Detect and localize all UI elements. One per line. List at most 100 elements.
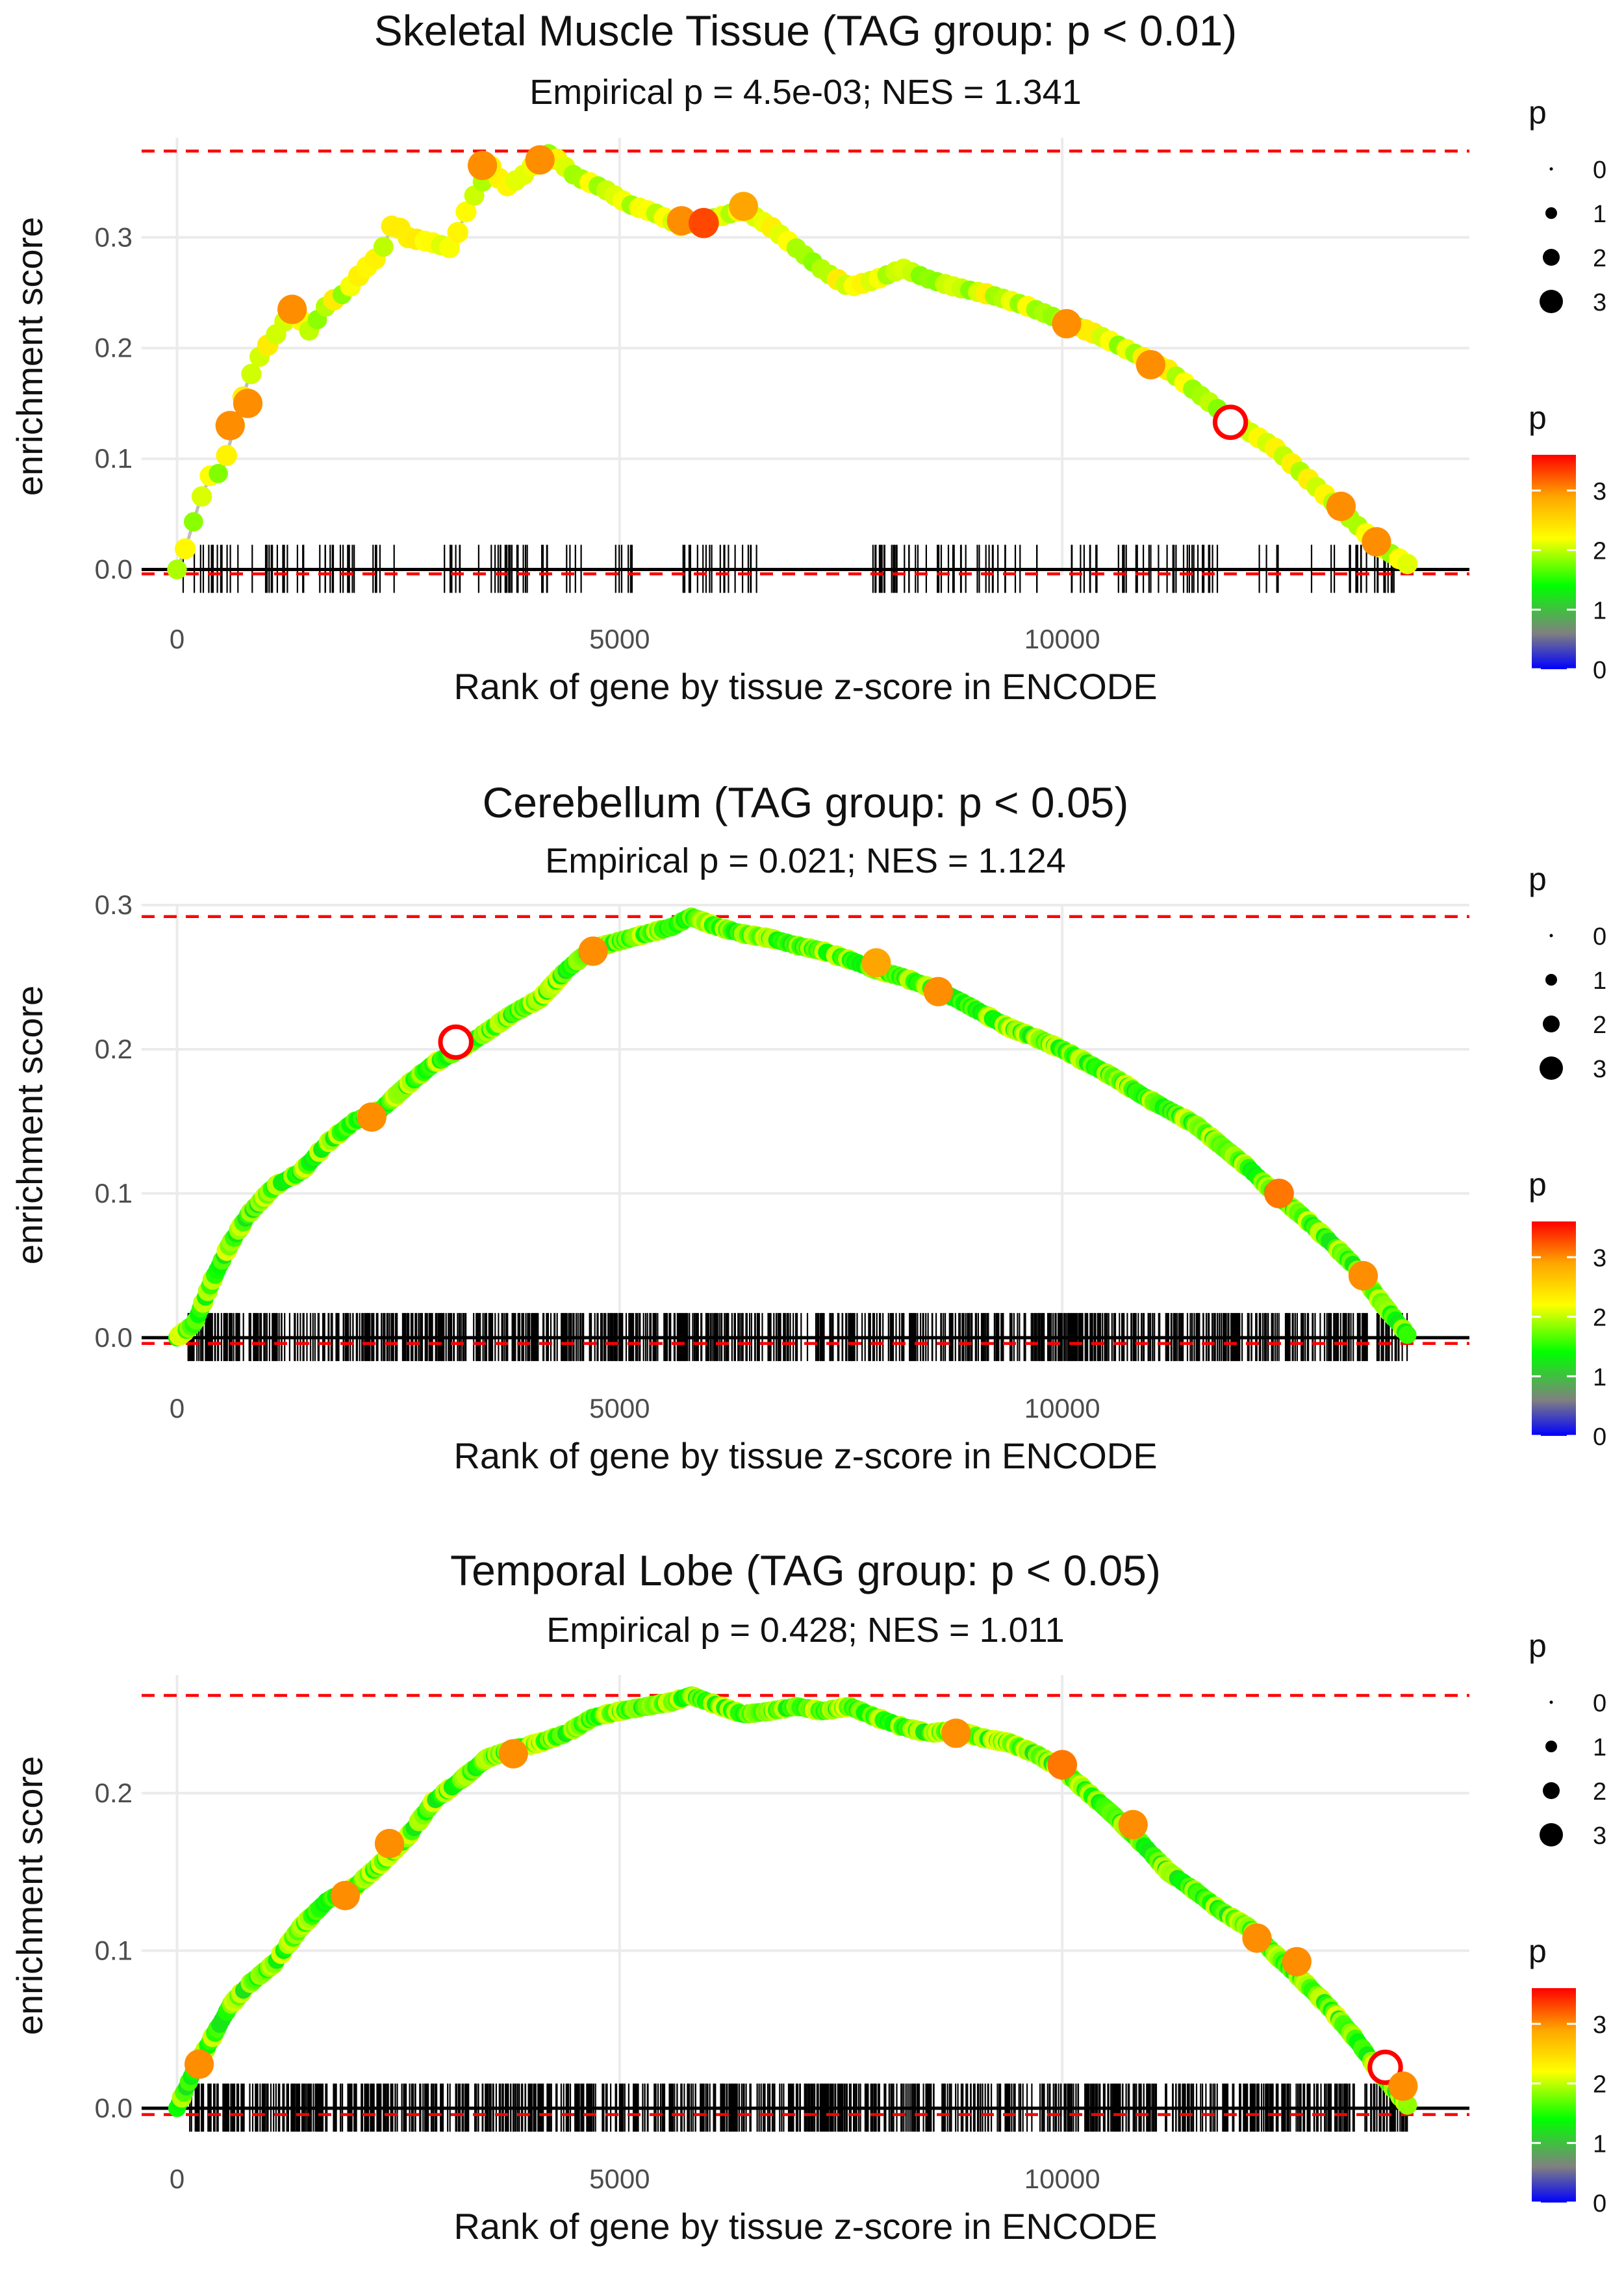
y-tick-label: 0.1 bbox=[95, 1178, 133, 1208]
size-legend-label: 0 bbox=[1593, 157, 1606, 184]
size-legend-label: 2 bbox=[1593, 1012, 1606, 1039]
color-legend-label: 2 bbox=[1593, 1305, 1606, 1332]
highlight-point bbox=[1047, 1750, 1078, 1780]
chart-title: Temporal Lobe (TAG group: p < 0.05) bbox=[450, 1546, 1161, 1594]
chart-title: Skeletal Muscle Tissue (TAG group: p < 0… bbox=[374, 6, 1237, 55]
color-legend-title: p bbox=[1529, 400, 1547, 436]
enrichment-point bbox=[191, 486, 212, 507]
chart-title: Cerebellum (TAG group: p < 0.05) bbox=[483, 778, 1129, 826]
x-tick-label: 0 bbox=[170, 1393, 184, 1424]
color-legend-label: 1 bbox=[1593, 597, 1606, 624]
highlight-point bbox=[233, 389, 263, 418]
size-legend-label: 3 bbox=[1593, 289, 1606, 316]
enrichment-point bbox=[184, 512, 203, 531]
highlight-point bbox=[330, 1880, 360, 1911]
highlight-point bbox=[468, 151, 498, 181]
chart-subtitle: Empirical p = 4.5e-03; NES = 1.341 bbox=[529, 73, 1081, 112]
highlight-point bbox=[1326, 491, 1356, 522]
y-axis-title: enrichment score bbox=[9, 217, 50, 496]
color-legend-label: 3 bbox=[1593, 1245, 1606, 1272]
size-legend-key bbox=[1549, 167, 1553, 171]
y-tick-label: 0.0 bbox=[95, 2093, 133, 2123]
x-tick-label: 0 bbox=[170, 2164, 184, 2194]
highlight-point bbox=[1118, 1809, 1148, 1839]
panel-2: Cerebellum (TAG group: p < 0.05) Empirica… bbox=[9, 778, 1606, 1476]
highlight-point bbox=[277, 294, 307, 324]
size-legend-key bbox=[1540, 290, 1563, 313]
size-legend: p 0 1 2 3 bbox=[1529, 94, 1606, 316]
highlight-point bbox=[923, 977, 953, 1006]
highlight-point bbox=[1282, 1947, 1312, 1976]
size-legend-title: p bbox=[1529, 1628, 1547, 1664]
highlight-point bbox=[1367, 2049, 1403, 2086]
enrichment-curve bbox=[175, 149, 1408, 570]
size-legend-title: p bbox=[1529, 94, 1547, 131]
size-legend: p 0 1 2 3 bbox=[1529, 1628, 1606, 1850]
size-legend-key bbox=[1545, 1741, 1557, 1752]
enrichment-point bbox=[373, 236, 394, 257]
size-legend-label: 0 bbox=[1593, 923, 1606, 951]
color-legend-label: 0 bbox=[1593, 2190, 1606, 2217]
highlight-point bbox=[525, 145, 555, 175]
x-tick-label: 10000 bbox=[1024, 1393, 1100, 1424]
size-legend-label: 0 bbox=[1593, 1690, 1606, 1717]
y-tick-label: 0.1 bbox=[95, 443, 133, 474]
color-legend-bar bbox=[1532, 455, 1576, 669]
enrichment-points bbox=[168, 907, 1417, 1347]
size-legend-key bbox=[1545, 974, 1557, 986]
enrichment-points bbox=[168, 1686, 1418, 2117]
highlight-point bbox=[1388, 2071, 1418, 2101]
enrichment-points bbox=[167, 144, 1418, 580]
color-legend-label: 3 bbox=[1593, 2012, 1606, 2039]
size-legend-label: 2 bbox=[1593, 1778, 1606, 1806]
x-tick-label: 5000 bbox=[589, 2164, 650, 2194]
size-legend-label: 3 bbox=[1593, 1822, 1606, 1850]
highlight-point bbox=[1136, 350, 1165, 379]
x-tick-label: 5000 bbox=[589, 1393, 650, 1424]
color-legend-label: 2 bbox=[1593, 538, 1606, 565]
highlight-point bbox=[1242, 1923, 1272, 1953]
size-legend: p 0 1 2 3 bbox=[1529, 861, 1606, 1083]
panel-3: Temporal Lobe (TAG group: p < 0.05) Empir… bbox=[9, 1546, 1606, 2247]
y-tick-label: 0.3 bbox=[95, 222, 133, 252]
size-legend-key bbox=[1543, 1016, 1560, 1032]
size-legend-label: 1 bbox=[1593, 967, 1606, 995]
y-tick-label: 0.0 bbox=[95, 1322, 133, 1353]
enrichment-point bbox=[1398, 1325, 1417, 1344]
color-legend-label: 0 bbox=[1593, 657, 1606, 684]
highlight-point bbox=[861, 948, 891, 978]
panel-1: Skeletal Muscle Tissue (TAG group: p < 0… bbox=[9, 6, 1606, 707]
x-tick-label: 10000 bbox=[1024, 624, 1100, 654]
grid bbox=[142, 138, 1469, 575]
size-legend-title: p bbox=[1529, 861, 1547, 897]
size-legend-label: 2 bbox=[1593, 245, 1606, 272]
enrichment-point bbox=[167, 559, 187, 580]
y-axis-title: enrichment score bbox=[9, 986, 50, 1265]
highlight-point bbox=[357, 1102, 387, 1132]
highlight-point bbox=[941, 1718, 971, 1748]
x-tick-label: 10000 bbox=[1024, 2164, 1100, 2194]
highlight-point bbox=[498, 1739, 528, 1769]
y-tick-label: 0.2 bbox=[95, 1034, 133, 1064]
highlight-point bbox=[184, 2049, 214, 2079]
x-tick-label: 5000 bbox=[589, 624, 650, 654]
chart-subtitle: Empirical p = 0.021; NES = 1.124 bbox=[545, 841, 1065, 880]
x-axis-title: Rank of gene by tissue z-score in ENCODE bbox=[453, 666, 1157, 707]
enrichment-point bbox=[175, 538, 196, 559]
highlight-point bbox=[1348, 1260, 1378, 1291]
enrichment-point bbox=[209, 464, 228, 483]
y-tick-label: 0.3 bbox=[95, 889, 133, 920]
highlight-point bbox=[729, 192, 758, 221]
highlight-point bbox=[1362, 527, 1391, 557]
y-tick-label: 0.2 bbox=[95, 1778, 133, 1808]
size-legend-key bbox=[1540, 1823, 1563, 1846]
color-legend-label: 1 bbox=[1593, 2130, 1606, 2158]
color-legend-title: p bbox=[1529, 1166, 1547, 1203]
highlight-point bbox=[689, 207, 719, 238]
enrichment-point bbox=[216, 444, 238, 466]
enrichment-point bbox=[241, 364, 262, 385]
color-legend-label: 1 bbox=[1593, 1364, 1606, 1391]
size-legend-label: 3 bbox=[1593, 1056, 1606, 1083]
color-legend-title: p bbox=[1529, 1933, 1547, 1969]
